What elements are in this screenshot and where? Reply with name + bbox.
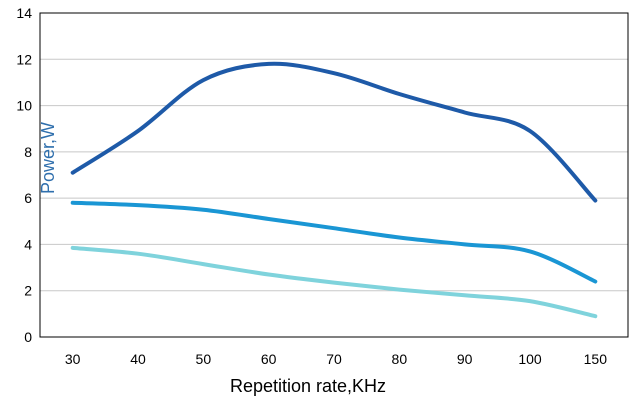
y-tick-label: 2 [24,283,32,299]
x-tick-label: 80 [392,351,408,367]
x-tick-label: 150 [584,351,608,367]
y-tick-label: 4 [24,236,32,252]
y-tick-label: 12 [16,51,32,67]
x-tick-label: 90 [457,351,473,367]
series-line-1 [70,61,598,203]
x-tick-labels: 30 40 50 60 70 80 90 100 150 [65,351,607,367]
x-tick-label: 40 [130,351,146,367]
x-tick-label: 60 [261,351,277,367]
y-axis-title: Power,W [38,122,58,194]
series-line-2 [70,200,598,284]
y-tick-label: 6 [24,190,32,206]
plot-area-frame [39,12,629,338]
series-group [70,61,598,319]
gridlines [40,58,628,292]
x-tick-label: 50 [196,351,212,367]
y-tick-labels: 0 2 4 6 8 10 12 14 [16,5,32,345]
y-tick-label: 0 [24,329,32,345]
x-tick-label: 70 [326,351,342,367]
x-tick-label: 30 [65,351,81,367]
x-tick-label: 100 [518,351,542,367]
y-tick-label: 10 [16,98,32,114]
y-tick-label: 8 [24,144,32,160]
y-tick-label: 14 [16,5,32,21]
series-line-3 [70,245,598,319]
x-axis-title: Repetition rate,KHz [230,376,386,396]
